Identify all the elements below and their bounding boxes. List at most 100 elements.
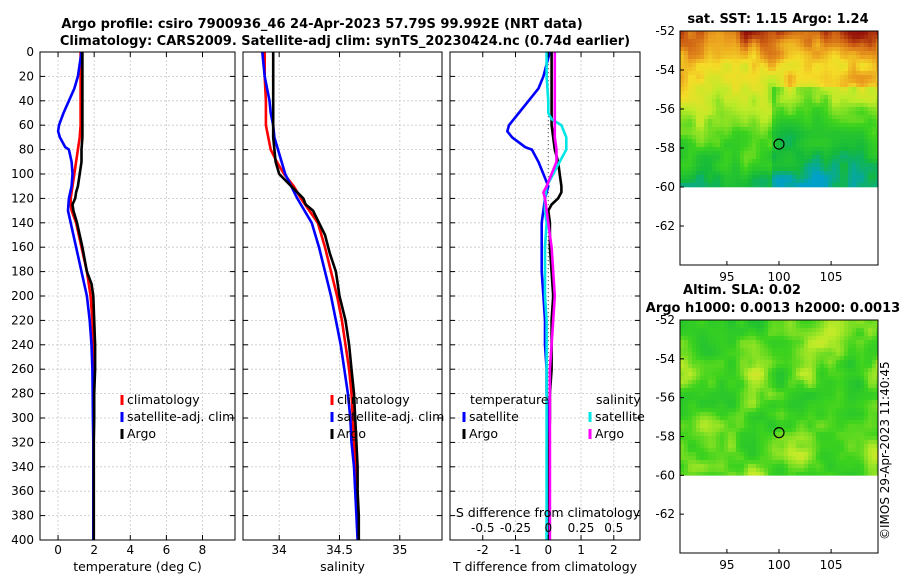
map-cell [824, 63, 829, 68]
map-cell [760, 436, 765, 441]
map-cell [724, 404, 729, 409]
map-cell [876, 119, 879, 124]
map-cell [800, 151, 805, 156]
map-cell [836, 464, 841, 469]
map-cell [752, 396, 757, 401]
map-cell [800, 127, 805, 132]
map-cell [788, 452, 793, 457]
map-cell [772, 87, 777, 92]
map-cell [816, 183, 821, 188]
map-cell [808, 392, 813, 397]
map-cell [804, 396, 809, 401]
map-cell [756, 452, 761, 457]
map-cell [796, 448, 801, 453]
map-cell [752, 63, 757, 68]
map-cell [696, 131, 701, 136]
map-cell [716, 151, 721, 156]
map-cell [760, 408, 765, 413]
map-cell [764, 99, 769, 104]
map-cell [688, 119, 693, 124]
map-cell [696, 47, 701, 52]
map-cell [812, 163, 817, 168]
map-cell [744, 368, 749, 373]
map-cell [764, 55, 769, 60]
map-cell [820, 400, 825, 405]
map-cell [680, 376, 685, 381]
map-cell [820, 47, 825, 52]
map-cell [704, 167, 709, 172]
map-cell [844, 167, 849, 172]
map-cell [740, 324, 745, 329]
map-cell [844, 340, 849, 345]
map-cell [720, 340, 725, 345]
map-cell [760, 472, 765, 476]
map-cell [780, 67, 785, 72]
map-cell [868, 123, 873, 128]
map-cell [696, 71, 701, 76]
map-cell [744, 364, 749, 369]
map-cell [696, 107, 701, 112]
y-tick-label: 140 [11, 216, 34, 230]
map-cell [848, 171, 853, 176]
map-cell [744, 424, 749, 429]
map-cell [720, 139, 725, 144]
map-cell [732, 155, 737, 160]
map-cell [848, 400, 853, 405]
map-cell [840, 436, 845, 441]
map-cell [756, 440, 761, 445]
map-cell [680, 51, 685, 56]
map-cell [860, 452, 865, 457]
map-cell [816, 400, 821, 405]
map-cell [844, 360, 849, 365]
map-cell [792, 424, 797, 429]
map-cell [784, 95, 789, 100]
map-cell [736, 155, 741, 160]
map-cell [792, 368, 797, 373]
figure-title-line1: Argo profile: csiro 7900936_46 24-Apr-20… [61, 17, 582, 32]
map-cell [692, 139, 697, 144]
map-cell [684, 159, 689, 164]
map-cell [756, 155, 761, 160]
map-cell [688, 396, 693, 401]
map-cell [744, 31, 749, 36]
map-cell [840, 344, 845, 349]
map-cell [768, 388, 773, 393]
map-cell [712, 51, 717, 56]
map-cell [728, 440, 733, 445]
map-cell [728, 59, 733, 64]
map-cell [776, 364, 781, 369]
map-cell [852, 63, 857, 68]
map-cell [728, 67, 733, 72]
map-cell [812, 159, 817, 164]
map-cell [760, 360, 765, 365]
map-cell [856, 376, 861, 381]
map-cell [764, 380, 769, 385]
map-cell [800, 155, 805, 160]
map-cell [748, 143, 753, 148]
map-cell [688, 87, 693, 92]
map-cell [696, 55, 701, 60]
map-cell [832, 71, 837, 76]
map-cell [832, 75, 837, 80]
map-cell [744, 79, 749, 84]
map-cell [768, 147, 773, 152]
map-cell [868, 452, 873, 457]
map-cell [748, 179, 753, 184]
map-cell [772, 99, 777, 104]
map-cell [788, 71, 793, 76]
map-cell [764, 103, 769, 108]
map-cell [700, 468, 705, 473]
map-cell [824, 396, 829, 401]
map-cell [860, 131, 865, 136]
map-cell [732, 71, 737, 76]
map-cell [716, 352, 721, 357]
map-cell [804, 464, 809, 469]
map-cell [696, 452, 701, 457]
map-cell [876, 111, 879, 116]
map-cell [692, 119, 697, 124]
map-cell [840, 340, 845, 345]
map-cell [872, 372, 877, 377]
map-cell [788, 111, 793, 116]
map-cell [784, 155, 789, 160]
map-cell [688, 320, 693, 325]
